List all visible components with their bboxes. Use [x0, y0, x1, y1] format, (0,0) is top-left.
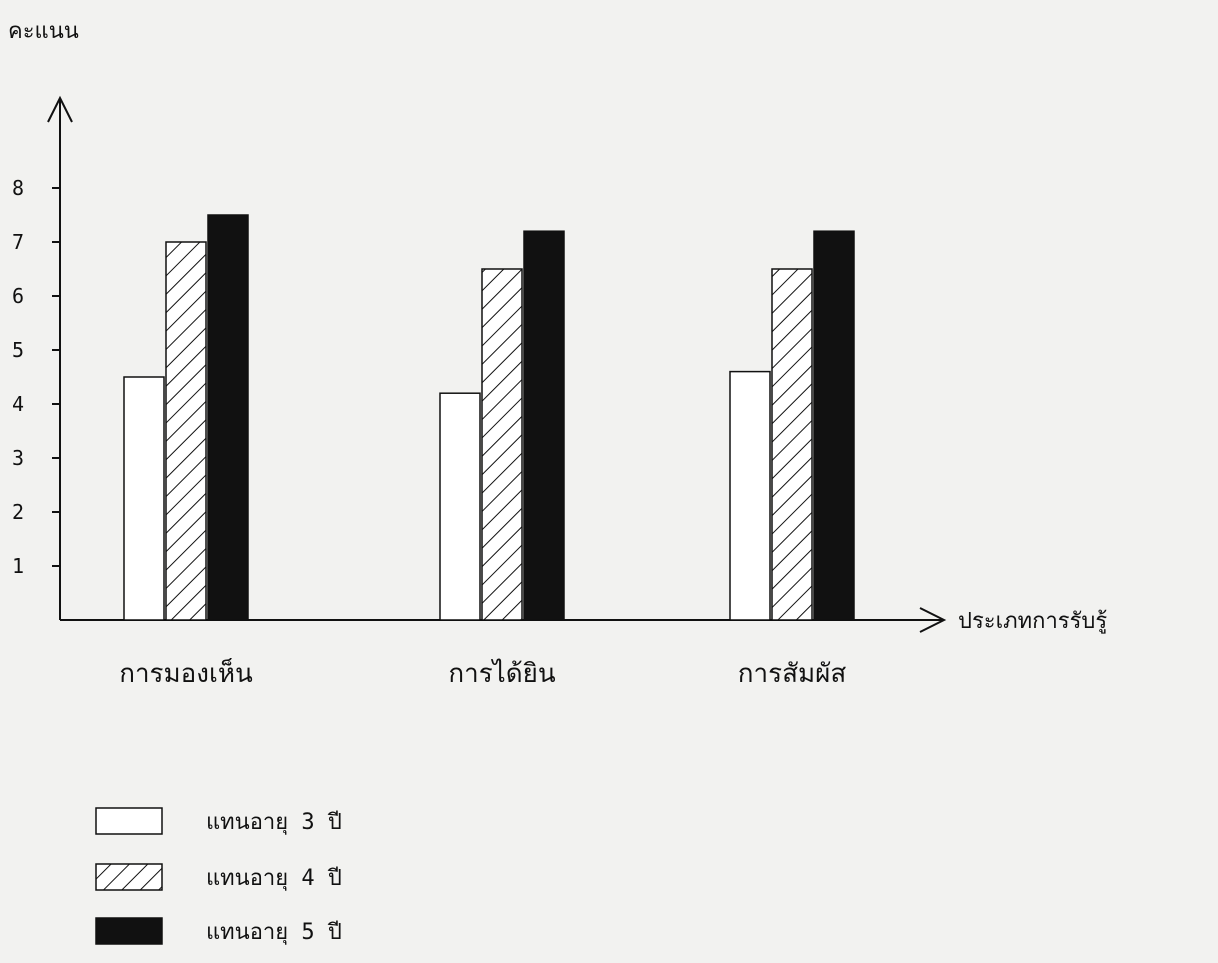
- y-tick-label: 4: [12, 392, 24, 416]
- bar-2-3: [771, 268, 813, 621]
- y-tick-label: 1: [12, 554, 24, 578]
- legend-swatch: [95, 917, 163, 945]
- legend-label: แทนอายุ 4 ปี: [206, 866, 342, 891]
- category-label: การสัมผัส: [738, 659, 847, 689]
- y-tick-label: 5: [12, 338, 24, 362]
- bar-3-3: [813, 230, 855, 621]
- legend-swatch: [95, 807, 163, 835]
- y-tick-label: 6: [12, 284, 24, 308]
- x-axis-title: ประเภทการรับรู้: [958, 609, 1107, 634]
- y-tick-label: 7: [12, 230, 24, 254]
- category-labels: การมองเห็น การได้ยิน การสัมผัส: [119, 657, 846, 689]
- bar-1-2: [439, 392, 481, 621]
- y-tick-label: 8: [12, 176, 24, 200]
- bar-1-1: [123, 376, 165, 621]
- category-label: การได้ยิน: [448, 658, 556, 689]
- y-axis-title: คะแนน: [8, 19, 79, 44]
- bar-1-3: [729, 370, 771, 621]
- y-ticks: 1 2 3 4 5 6 7 8: [12, 176, 60, 578]
- y-axis-arrow: [47, 95, 73, 123]
- bar-2-1: [165, 241, 207, 621]
- legend-label: แทนอายุ 5 ปี: [206, 920, 342, 945]
- y-tick-label: 2: [12, 500, 24, 524]
- y-tick-label: 3: [12, 446, 24, 470]
- legend-label: แทนอายุ 3 ปี: [206, 810, 342, 835]
- bars: [123, 214, 855, 621]
- bar-3-2: [523, 230, 565, 621]
- legend-swatch: [95, 863, 163, 891]
- x-axis-arrow: [919, 607, 947, 633]
- bar-3-1: [207, 214, 249, 621]
- category-label: การมองเห็น: [119, 657, 253, 689]
- bar-2-2: [481, 268, 523, 621]
- legend: แทนอายุ 3 ปีแทนอายุ 4 ปีแทนอายุ 5 ปี: [95, 807, 342, 945]
